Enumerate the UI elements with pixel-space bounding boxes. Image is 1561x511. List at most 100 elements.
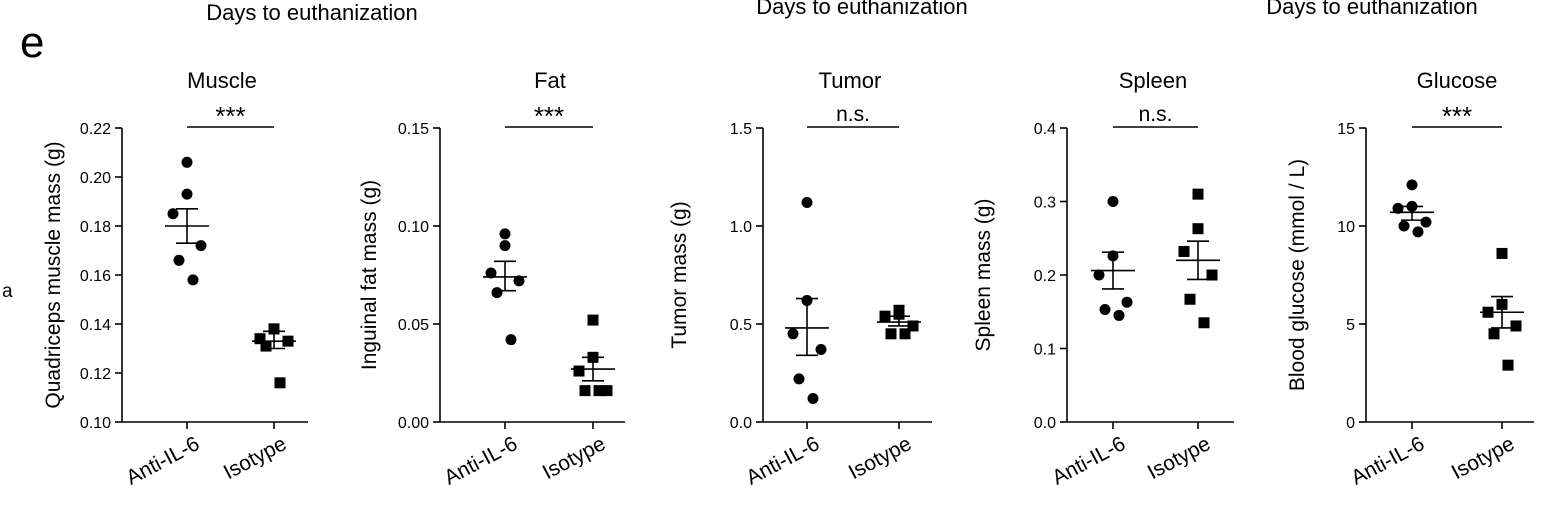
y-tick-label: 15 [1337, 121, 1355, 138]
data-point [1420, 216, 1432, 228]
x-tick-label: Anti-IL-6 [440, 432, 521, 490]
data-point [195, 240, 207, 252]
data-point [1496, 247, 1508, 259]
y-tick-label: 0.22 [80, 121, 111, 138]
chart-title: Muscle [187, 68, 257, 93]
significance-label: *** [534, 101, 564, 131]
significance-label: n.s. [836, 103, 870, 126]
data-point [1502, 359, 1514, 371]
y-tick-label: 0 [1346, 415, 1355, 432]
y-tick-label: 0.0 [1034, 415, 1056, 432]
data-point [1113, 309, 1125, 321]
data-point [499, 240, 511, 252]
data-point [173, 254, 185, 266]
data-point [879, 310, 891, 322]
chart-title: Tumor [819, 68, 882, 93]
y-tick-label: 0.05 [398, 317, 429, 334]
data-point [793, 373, 805, 385]
data-point [579, 385, 591, 397]
data-point [1121, 296, 1133, 308]
data-point [254, 333, 266, 345]
data-point [1406, 179, 1418, 191]
data-point [1392, 202, 1404, 214]
data-point [907, 320, 919, 332]
y-tick-label: 0.10 [398, 219, 429, 236]
data-point [587, 314, 599, 326]
y-tick-label: 0.3 [1034, 195, 1056, 212]
chart-panel-fat: Fat Inguinal fat mass (g) 0.00 0.05 0.10 0.15… [358, 68, 625, 490]
significance-label: *** [1442, 101, 1472, 131]
y-tick-label: 0.2 [1034, 268, 1056, 285]
y-tick-label: 0.0 [730, 415, 752, 432]
data-point [899, 328, 911, 340]
x-tick-label: Isotype [1144, 432, 1215, 484]
y-tick-label: 5 [1346, 317, 1355, 334]
data-point [801, 196, 813, 208]
chart-title: Spleen [1119, 68, 1188, 93]
data-point [807, 392, 819, 404]
chart-panel-spleen: Spleen Spleen mass (g) 0.0 0.1 0.2 0.3 0.4 Anti… [972, 68, 1234, 490]
data-point [1178, 245, 1190, 257]
y-tick-label: 0.10 [80, 415, 111, 432]
cut-off-label-3: Days to euthanization [1266, 0, 1478, 19]
y-axis-label: Blood glucose (mmol / L) [1286, 159, 1309, 391]
data-point [1510, 320, 1522, 332]
data-point [274, 377, 286, 389]
panel-letter: e [20, 18, 44, 67]
data-point [1398, 220, 1410, 232]
data-point [1192, 223, 1204, 235]
y-tick-label: 0.15 [398, 121, 429, 138]
data-point [1107, 196, 1119, 207]
data-point [505, 334, 517, 346]
x-tick-label: Isotype [1448, 432, 1519, 484]
cut-off-label-1: Days to euthanization [206, 0, 418, 25]
y-tick-label: 10 [1337, 219, 1355, 236]
data-point [885, 328, 897, 340]
y-axis-label: Spleen mass (g) [972, 199, 995, 352]
side-letter: a [2, 281, 13, 302]
x-tick-label: Anti-IL-6 [122, 432, 203, 490]
chart-panel-glucose: Glucose Blood glucose (mmol / L) 0 5 10 15 Ant… [1286, 68, 1534, 490]
data-point [260, 340, 272, 352]
x-tick-label: Isotype [539, 432, 610, 484]
data-point [1198, 317, 1210, 329]
chart-panel-tumor: Tumor Tumor mass (g) 0.0 0.5 1.0 1.5 Anti-IL-6… [668, 68, 932, 490]
data-point [181, 156, 193, 168]
y-tick-label: 0.20 [80, 170, 111, 187]
y-tick-label: 1.0 [730, 219, 752, 236]
data-point [601, 385, 613, 397]
data-point [1192, 188, 1204, 200]
y-axis-label: Inguinal fat mass (g) [358, 180, 381, 370]
data-point [1099, 304, 1111, 316]
x-tick-label: Anti-IL-6 [1048, 432, 1129, 490]
chart-panels: Muscle Quadriceps muscle mass (g) 0.10 0.12… [42, 68, 1534, 490]
data-point [593, 385, 605, 397]
data-point [485, 267, 497, 279]
x-tick-label: Isotype [220, 432, 291, 484]
data-point [573, 365, 585, 377]
data-point [1093, 269, 1105, 281]
data-point [787, 328, 799, 340]
significance-label: n.s. [1139, 103, 1173, 126]
y-tick-label: 0.5 [730, 317, 752, 334]
y-tick-label: 0.16 [80, 268, 111, 285]
x-tick-label: Isotype [845, 432, 916, 484]
chart-panel-muscle: Muscle Quadriceps muscle mass (g) 0.10 0.12… [42, 68, 308, 490]
data-point [187, 274, 199, 286]
data-point [268, 323, 280, 335]
y-axis-label: Tumor mass (g) [668, 201, 691, 348]
data-point [513, 275, 525, 287]
y-tick-label: 0.12 [80, 366, 111, 383]
cut-off-label-2: Days to euthanization [756, 0, 968, 19]
y-axis-label: Quadriceps muscle mass (g) [42, 141, 65, 408]
x-tick-label: Anti-IL-6 [1347, 432, 1428, 490]
data-point [181, 188, 193, 200]
chart-title: Glucose [1417, 68, 1498, 93]
data-point [1206, 269, 1218, 281]
y-tick-label: 0.14 [80, 317, 111, 334]
data-point [499, 228, 511, 240]
data-point [1488, 328, 1500, 340]
y-tick-label: 0.4 [1034, 121, 1056, 138]
chart-title: Fat [534, 68, 566, 93]
